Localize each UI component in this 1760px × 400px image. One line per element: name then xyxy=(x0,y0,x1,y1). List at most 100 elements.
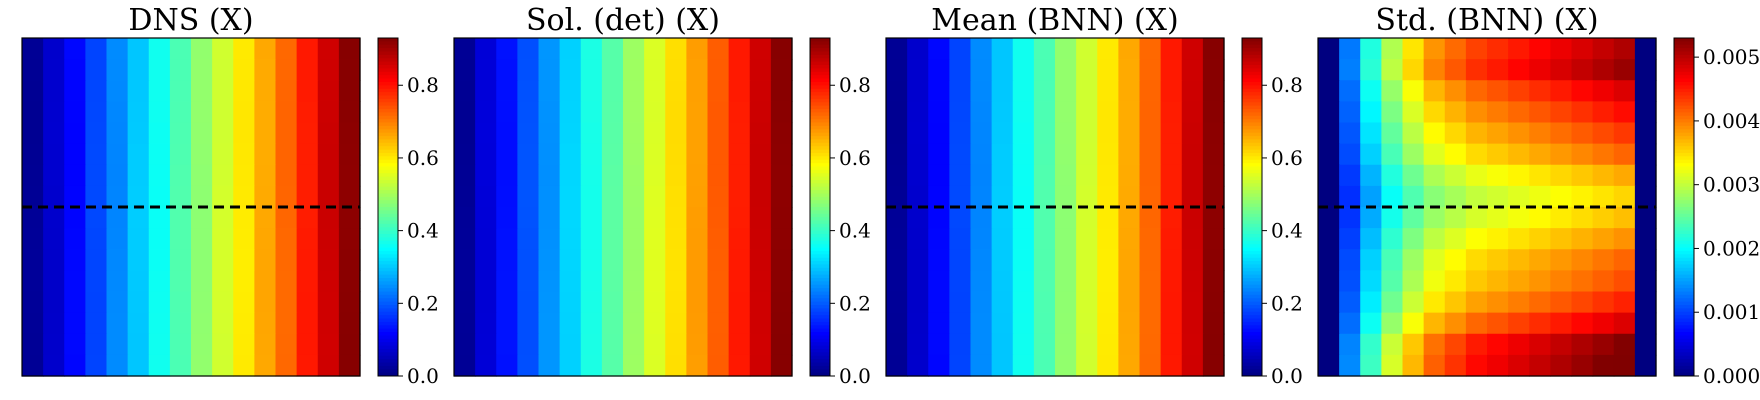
heatmap-cell xyxy=(275,38,298,60)
heatmap-cell xyxy=(907,122,929,145)
heatmap-cell xyxy=(317,270,340,293)
heatmap-cell xyxy=(296,291,319,314)
heatmap-cell xyxy=(686,228,709,250)
heatmap-cell xyxy=(233,249,255,271)
colorbar-segment xyxy=(1242,345,1262,350)
heatmap-cell xyxy=(191,80,213,102)
heatmap-cell xyxy=(496,228,518,250)
heatmap-cell xyxy=(1318,249,1340,271)
colorbar-segment xyxy=(1674,311,1694,316)
heatmap-cell xyxy=(1592,333,1615,356)
heatmap-cell xyxy=(1076,333,1098,356)
heatmap-cell xyxy=(928,333,950,356)
heatmap-cell xyxy=(1139,122,1162,145)
heatmap-cell xyxy=(127,249,150,271)
heatmap-cell xyxy=(1529,333,1551,356)
heatmap-cell xyxy=(1529,291,1551,314)
heatmap-cell xyxy=(1202,164,1225,187)
colorbar-segment xyxy=(810,315,830,320)
heatmap-cell xyxy=(770,333,793,356)
heatmap-cell xyxy=(538,143,561,166)
heatmap-cell xyxy=(686,333,709,356)
heatmap-cell xyxy=(148,270,171,293)
colorbar-segment xyxy=(378,142,398,147)
colorbar-segment xyxy=(810,65,830,69)
colorbar-segment xyxy=(810,281,830,286)
heatmap-cell xyxy=(707,185,730,208)
colorbar-segment xyxy=(1242,105,1262,110)
heatmap-cell xyxy=(1033,270,1056,293)
heatmap-cell xyxy=(169,312,192,335)
heatmap-cell xyxy=(169,38,192,60)
heatmap-cell xyxy=(1423,207,1446,229)
heatmap-cell xyxy=(1571,249,1594,271)
heatmap-cell xyxy=(728,185,751,208)
heatmap-cell xyxy=(1139,38,1162,60)
colorbar-segment xyxy=(1674,332,1694,336)
heatmap-cell xyxy=(454,291,476,314)
heatmap-cell xyxy=(1529,38,1551,60)
heatmap-cell xyxy=(475,207,497,229)
heatmap-cell xyxy=(1444,228,1467,250)
heatmap-cell xyxy=(1487,249,1509,271)
heatmap-cell xyxy=(1097,291,1119,314)
heatmap-cell xyxy=(454,354,476,377)
heatmap-cell xyxy=(1339,80,1361,102)
colorbar-segment xyxy=(1242,227,1262,232)
colorbar-segment xyxy=(1674,48,1694,53)
heatmap-cell xyxy=(928,101,950,124)
heatmap-cell xyxy=(970,143,993,166)
colorbar-segment xyxy=(1242,247,1262,252)
heatmap-cell xyxy=(1076,354,1098,377)
heatmap-cell xyxy=(1318,333,1340,356)
heatmap-cell xyxy=(64,164,86,187)
heatmap-cell xyxy=(949,270,972,293)
heatmap-cell xyxy=(296,59,319,81)
heatmap-cell xyxy=(1012,249,1035,271)
heatmap-cell xyxy=(1529,101,1551,124)
colorbar-segment xyxy=(378,78,398,83)
heatmap-cell xyxy=(296,228,319,250)
heatmap-cell xyxy=(1097,101,1119,124)
colorbar-segment xyxy=(1674,237,1694,242)
colorbar-segment xyxy=(810,81,830,86)
heatmap-cell xyxy=(559,291,582,314)
heatmap-cell xyxy=(949,249,972,271)
heatmap-cell xyxy=(886,249,908,271)
heatmap-cell xyxy=(1529,270,1551,293)
heatmap-cell xyxy=(517,291,540,314)
heatmap-cell xyxy=(970,122,993,145)
colorbar-segment xyxy=(378,41,398,46)
heatmap-cell xyxy=(949,164,972,187)
heatmap-cell xyxy=(1076,38,1098,60)
heatmap-cell xyxy=(1381,185,1404,208)
colorbar-segment xyxy=(810,200,830,205)
heatmap-cell xyxy=(1160,270,1183,293)
heatmap-cell xyxy=(1118,354,1141,377)
heatmap-cell xyxy=(644,312,666,335)
heatmap-cell xyxy=(949,291,972,314)
colorbar-segment xyxy=(378,348,398,353)
heatmap-cell xyxy=(728,312,751,335)
heatmap-cell xyxy=(475,291,497,314)
heatmap-cell xyxy=(644,143,666,166)
heatmap-cell xyxy=(475,38,497,60)
heatmap-cell xyxy=(1444,312,1467,335)
heatmap-cell xyxy=(1118,333,1141,356)
heatmap-cell xyxy=(886,143,908,166)
colorbar-segment xyxy=(810,305,830,309)
heatmap-cell xyxy=(296,80,319,102)
heatmap-cell xyxy=(686,164,709,187)
heatmap-cell xyxy=(559,333,582,356)
heatmap-cell xyxy=(970,312,993,335)
colorbar-segment xyxy=(378,261,398,265)
heatmap-cell xyxy=(338,101,361,124)
heatmap-cell xyxy=(517,122,540,145)
heatmap-cell xyxy=(707,101,730,124)
heatmap-cell xyxy=(1055,207,1077,229)
heatmap-cell xyxy=(907,38,929,60)
colorbar-segment xyxy=(1242,136,1262,140)
heatmap-cell xyxy=(1423,164,1446,187)
heatmap-cell xyxy=(127,38,150,60)
colorbar-tick-label: 0.6 xyxy=(839,146,871,170)
